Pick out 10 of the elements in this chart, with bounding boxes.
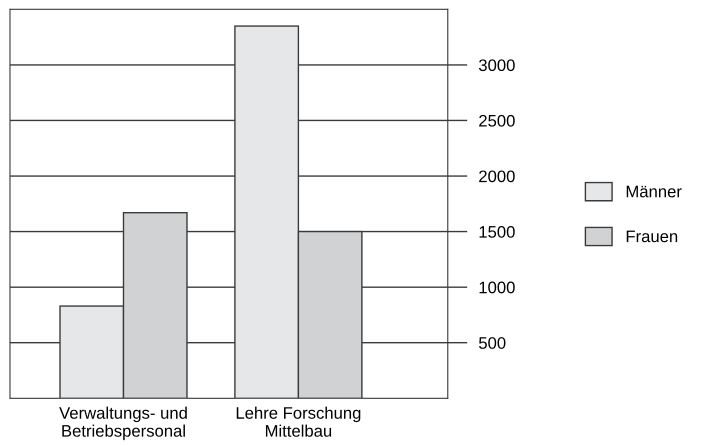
y-tick-label: 3000 bbox=[478, 59, 515, 72]
x-tick-label: Lehre Forschung Mittelbau bbox=[236, 406, 360, 437]
y-tick-label: 2500 bbox=[479, 114, 515, 127]
x-tick-label: Verwaltungs- und Betriebspersonal bbox=[59, 406, 187, 440]
y-tick-label: 500 bbox=[478, 337, 506, 349]
y-tick-label: 2000 bbox=[479, 170, 515, 182]
legend-label: Frauen bbox=[626, 230, 678, 242]
y-tick-label: 1000 bbox=[480, 282, 515, 294]
y-tick-label: 1500 bbox=[480, 226, 515, 238]
legend-label: Männer bbox=[626, 186, 682, 198]
